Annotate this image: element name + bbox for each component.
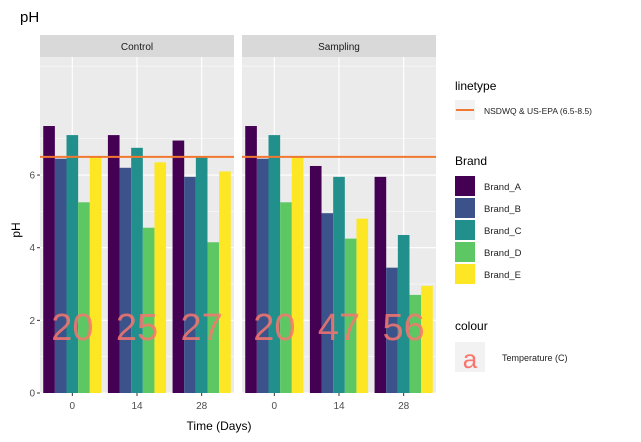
bar-brand-a [107, 135, 120, 393]
bar-brand-a [172, 140, 185, 393]
bar-brand-e [219, 171, 231, 393]
legend-brand-entries: Brand_A Brand_B Brand_C Brand_D Brand_E [455, 176, 522, 284]
x-tick-label: 0 [70, 401, 76, 412]
legend-brand-label: Brand_C [484, 226, 522, 237]
legend-colour-label: Temperature (C) [502, 353, 568, 363]
x-axis-title: Time (Days) [187, 419, 252, 433]
bar-brand-d [280, 202, 292, 393]
bar-brand-d [344, 238, 357, 393]
x-tick-label: 28 [398, 401, 410, 412]
legend: linetype NSDWQ & US-EPA (6.5-8.5) Brand … [455, 79, 592, 374]
y-tick-label: 0 [29, 389, 35, 400]
temperature-label: 56 [383, 307, 425, 349]
legend-brand-key [455, 198, 475, 218]
legend-brand-key [455, 220, 475, 240]
panel-strip-label: Sampling [318, 42, 360, 53]
y-tick-label: 6 [29, 171, 35, 182]
bar-brand-c [131, 147, 143, 393]
legend-colour-title: colour [455, 319, 488, 333]
bar-brand-b [386, 267, 398, 393]
panels-layer: Control 20 25 27 0 14 28 Sampling 20 47 56 0 14 28 0 2 4… [29, 35, 436, 412]
x-tick-label: 28 [196, 401, 208, 412]
panel-strip [40, 35, 234, 57]
bar-brand-a [43, 126, 55, 394]
bar-brand-a [245, 126, 257, 394]
bar-brand-d [207, 242, 220, 393]
temperature-label: 25 [116, 307, 158, 349]
bar-brand-d [78, 202, 90, 393]
legend-linetype-entry: NSDWQ & US-EPA (6.5-8.5) [455, 100, 592, 120]
x-tick-label: 0 [272, 401, 278, 412]
legend-colour-key: a [463, 344, 478, 374]
bar-brand-c [397, 234, 410, 393]
chart-title: pH [20, 9, 39, 26]
legend-brand-label: Brand_D [484, 248, 522, 259]
legend-brand-title: Brand [455, 154, 487, 168]
bar-brand-b [256, 158, 269, 393]
temperature-label: 20 [51, 307, 93, 349]
bar-brand-c [195, 156, 208, 393]
legend-brand-label: Brand_B [484, 204, 521, 215]
panel-control: Control 20 25 27 0 14 28 [40, 35, 234, 412]
temperature-label: 27 [181, 307, 223, 349]
legend-colour-entry: a Temperature (C) [455, 342, 568, 374]
bar-brand-d [142, 227, 155, 393]
legend-linetype-title: linetype [455, 79, 497, 93]
bar-brand-c [333, 176, 345, 393]
bar-brand-e [154, 162, 167, 393]
legend-brand-label: Brand_E [484, 270, 521, 281]
bar-brand-c [66, 135, 79, 393]
x-tick-label: 14 [131, 401, 143, 412]
bar-brand-b [119, 167, 132, 393]
legend-brand-key [455, 176, 475, 196]
temperature-label: 47 [318, 307, 360, 349]
bar-brand-a [374, 176, 387, 393]
panel-strip [242, 35, 436, 57]
legend-brand-key [455, 242, 475, 262]
bar-brand-e [89, 156, 102, 393]
bar-brand-c [268, 135, 281, 393]
legend-linetype-label: NSDWQ & US-EPA (6.5-8.5) [484, 106, 592, 116]
bar-brand-e [356, 218, 369, 393]
legend-colour-key-background [455, 342, 485, 372]
bar-brand-e [421, 285, 433, 393]
legend-brand-label: Brand_A [484, 182, 522, 193]
y-tick-label: 4 [29, 243, 35, 254]
panel-sampling: Sampling 20 47 56 0 14 28 [242, 35, 436, 412]
bar-brand-b [54, 158, 67, 393]
y-tick-label: 2 [29, 316, 35, 327]
temperature-label: 20 [253, 307, 295, 349]
bar-brand-e [291, 156, 304, 393]
bar-brand-a [309, 165, 322, 393]
bar-brand-b [321, 213, 334, 393]
x-tick-label: 14 [333, 401, 345, 412]
bar-brand-d [409, 294, 422, 393]
bar-brand-b [184, 176, 196, 393]
y-axis-title: pH [9, 222, 23, 237]
legend-brand-key [455, 264, 475, 284]
panel-strip-label: Control [121, 42, 153, 53]
